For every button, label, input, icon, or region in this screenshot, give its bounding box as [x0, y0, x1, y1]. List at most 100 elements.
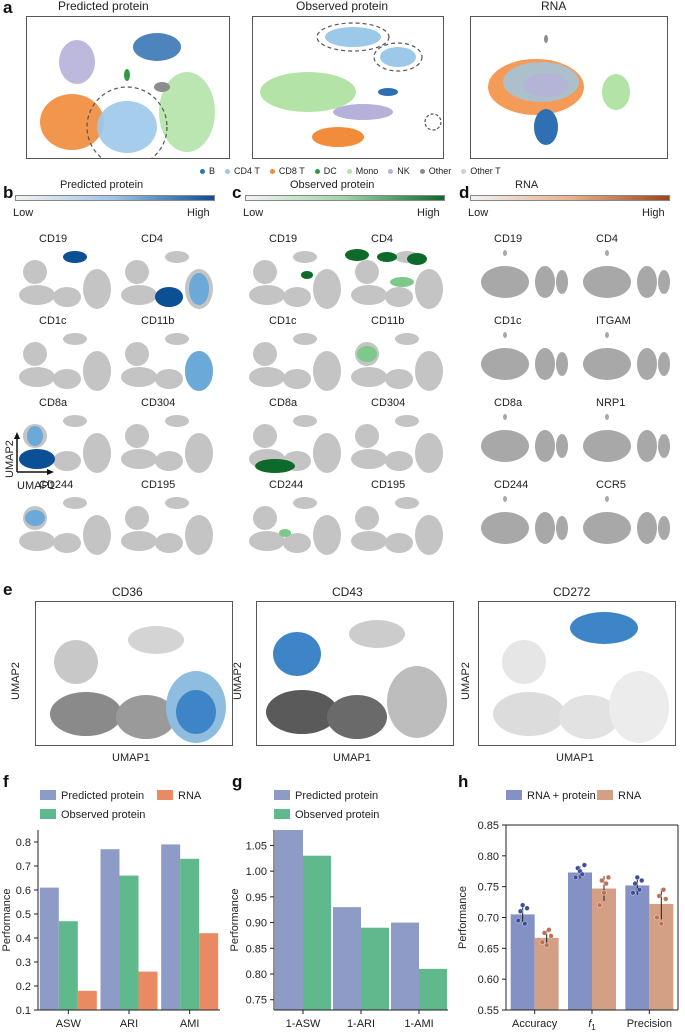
y-tick-label: 1.00 — [246, 866, 267, 878]
bar — [568, 872, 592, 1010]
data-point — [522, 921, 528, 927]
panel_b-marker-umap — [19, 415, 111, 473]
data-point — [520, 902, 526, 908]
panel-a-title-rna: RNA — [541, 0, 567, 13]
panel-letter-b: b — [3, 183, 14, 202]
y-tick-label: 0.90 — [246, 918, 267, 930]
x-tick-label: 1-ASW — [286, 1018, 321, 1030]
umap-a-rna-plot — [488, 35, 630, 145]
panel-b-umap1-label: UMAP1 — [17, 480, 55, 492]
panel-letter-d: d — [459, 183, 470, 202]
panel_c-marker-umap — [345, 249, 443, 309]
legend-label: Observed protein — [295, 809, 379, 821]
panel_b-colorbar — [15, 195, 215, 201]
panel_d-marker-umap — [583, 414, 670, 462]
y-tick-label: 0.4 — [16, 933, 31, 945]
data-point — [656, 893, 662, 899]
bar — [419, 968, 447, 1010]
legend-label: B — [209, 166, 216, 176]
panel_b-marker-label: CD19 — [39, 233, 68, 245]
legend-item: NK — [388, 166, 410, 176]
bar — [199, 933, 219, 1010]
y-tick-label: 0.5 — [16, 909, 31, 921]
data-point — [639, 877, 645, 884]
data-point — [658, 921, 664, 927]
panel-e-title-cd272: CD272 — [553, 585, 591, 599]
bar — [275, 830, 303, 1010]
y-tick-label: 0.80 — [478, 851, 499, 863]
x-tick-label: Precision — [627, 1018, 672, 1030]
data-point — [636, 887, 643, 893]
x-tick-label: 1-AMI — [404, 1018, 433, 1030]
data-point — [603, 880, 609, 887]
bar — [649, 903, 674, 1010]
legend-swatch — [40, 790, 56, 800]
legend-label: DC — [323, 166, 337, 176]
umap-e-cd43 — [256, 601, 454, 746]
cell-type-legend: B CD4 T CD8 T DC Mono NK Other Other T — [200, 166, 501, 176]
legend-item: Other T — [461, 166, 501, 176]
panel_b-high-label: High — [187, 207, 210, 219]
data-point — [539, 939, 545, 945]
panel_d-colorbar — [470, 195, 670, 201]
panel_c-high-label: High — [417, 207, 440, 219]
x-tick-label: AMI — [180, 1018, 200, 1030]
bar — [592, 888, 616, 1010]
panel_b-low-label: Low — [13, 207, 34, 219]
data-point — [524, 905, 530, 911]
panel-a-title-observed: Observed protein — [296, 0, 389, 13]
panel_c-marker-label: CD304 — [371, 397, 406, 409]
y-axis-label: Performance — [1, 889, 13, 952]
y-tick-label: 0.95 — [246, 892, 267, 904]
umap-e-cd272 — [478, 601, 676, 746]
panel-e-umap1-label-2: UMAP1 — [333, 752, 371, 764]
panel_c-marker-label: CD4 — [371, 233, 394, 245]
panel-letter-h: h — [458, 772, 469, 791]
panel-letter-c: c — [232, 183, 242, 202]
bar — [138, 971, 158, 1010]
legend-label: Observed protein — [61, 809, 145, 821]
panel-e-umap2-label-3: UMAP2 — [460, 662, 472, 700]
panel-letter-a: a — [3, 0, 13, 17]
data-point — [634, 874, 640, 881]
panel_d-marker-label: CCR5 — [596, 479, 626, 491]
panel_c-colorbar-title: Observed protein — [290, 179, 375, 191]
y-tick-label: 0.1 — [16, 1005, 31, 1017]
y-tick-label: 0.60 — [478, 974, 499, 986]
data-point — [546, 927, 552, 933]
bar — [161, 844, 181, 1010]
data-point — [579, 871, 585, 877]
legend-item: Other — [419, 166, 451, 176]
legend-label: CD4 T — [234, 166, 260, 176]
bar — [391, 922, 419, 1010]
data-point — [601, 890, 607, 896]
legend-swatch — [274, 809, 290, 819]
panel_c-marker-label: CD244 — [269, 479, 304, 491]
panel-e-umap2-label-1: UMAP2 — [10, 662, 22, 700]
panel_b-marker-label: CD8a — [39, 397, 68, 409]
panel_b-marker-umap — [121, 333, 213, 391]
panel_d-marker-umap — [583, 332, 670, 380]
panel-letter-g: g — [232, 772, 243, 791]
legend-label: Predicted protein — [61, 790, 144, 802]
data-point — [572, 874, 579, 881]
legend-label: Mono — [355, 166, 379, 176]
umap-e-cd36-plot — [50, 626, 226, 743]
y-tick-label: 0.85 — [478, 820, 499, 832]
x-tick-label: ASW — [56, 1018, 82, 1030]
panel_d-marker-label: ITGAM — [596, 315, 631, 327]
y-tick-label: 0.8 — [16, 837, 31, 849]
y-tick-label: 0.85 — [246, 943, 267, 955]
panel_d-colorbar-title: RNA — [515, 179, 539, 191]
legend-item: B — [200, 166, 215, 176]
data-point — [632, 880, 638, 887]
umap-e-cd272-plot — [493, 612, 669, 743]
bar — [58, 921, 78, 1010]
legend-label: RNA — [618, 790, 642, 802]
legend-label: Other T — [470, 166, 501, 176]
panel_b-marker-label: CD1c — [39, 315, 67, 327]
panel_c-marker-umap — [249, 251, 341, 309]
panel_d-marker-umap — [481, 250, 568, 298]
panel-letter-f: f — [3, 772, 9, 791]
panel_c-colorbar — [245, 195, 445, 201]
